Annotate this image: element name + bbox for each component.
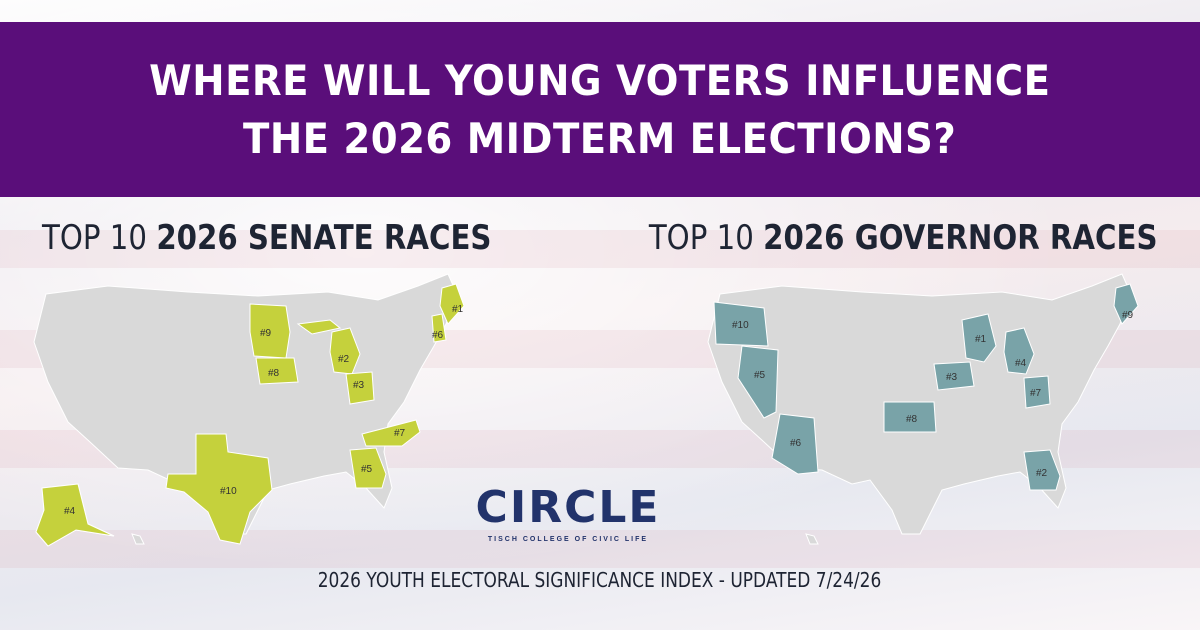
- circle-logo: CIRCLE TISCH COLLEGE OF CIVIC LIFE: [468, 484, 668, 554]
- title-banner: WHERE WILL YOUNG VOTERS INFLUENCE THE 20…: [0, 22, 1200, 197]
- senate-rank-label: #1: [452, 304, 464, 315]
- governor-rank-label: #4: [1015, 358, 1027, 369]
- senate-rank-label: #7: [394, 428, 406, 439]
- title-line-2: THE 2026 MIDTERM ELECTIONS?: [243, 113, 957, 163]
- hawaii-shape: [131, 533, 145, 545]
- senate-rank-label: #3: [353, 380, 365, 391]
- state-maine[interactable]: [439, 283, 465, 325]
- flag-stripe: [0, 530, 1200, 568]
- senate-rank-label: #4: [64, 506, 76, 517]
- senate-rank-label: #6: [432, 330, 444, 341]
- flag-stripe: [0, 230, 1200, 268]
- state-new-hampshire[interactable]: [431, 313, 447, 343]
- senate-rank-label: #5: [361, 464, 373, 475]
- governor-heading-prefix: TOP 10: [649, 218, 764, 258]
- state-kansas[interactable]: [883, 401, 937, 433]
- governor-rank-label: #10: [732, 320, 749, 331]
- governor-rank-label: #7: [1030, 388, 1042, 399]
- senate-map: #1 #2 #3 #4 #5 #6 #7 #8 #9 #10: [33, 273, 465, 547]
- logo-subtitle: TISCH COLLEGE OF CIVIC LIFE: [487, 536, 649, 543]
- state-iowa[interactable]: [933, 361, 975, 391]
- state-iowa[interactable]: [255, 357, 299, 385]
- state-north-carolina[interactable]: [361, 419, 421, 447]
- governor-rank-label: #1: [975, 334, 987, 345]
- governor-rank-label: #3: [946, 372, 958, 383]
- senate-rank-label: #9: [260, 328, 272, 339]
- state-nevada[interactable]: [737, 345, 779, 419]
- governor-heading: TOP 10 2026 GOVERNOR RACES: [649, 218, 1158, 258]
- senate-rank-label: #2: [338, 354, 350, 365]
- state-maine[interactable]: [1113, 283, 1139, 325]
- state-ohio[interactable]: [1023, 375, 1051, 409]
- footer-text: 2026 YOUTH ELECTORAL SIGNIFICANCE INDEX …: [318, 568, 882, 592]
- senate-rank-label: #10: [220, 486, 237, 497]
- state-georgia[interactable]: [349, 447, 387, 489]
- governor-rank-label: #9: [1122, 310, 1134, 321]
- state-michigan-up[interactable]: [296, 319, 342, 335]
- state-georgia[interactable]: [1023, 449, 1061, 491]
- title-line-1: WHERE WILL YOUNG VOTERS INFLUENCE: [149, 55, 1051, 105]
- state-ohio[interactable]: [345, 371, 375, 405]
- logo-wordmark: CIRCLE: [475, 482, 661, 533]
- state-alaska[interactable]: [35, 483, 115, 547]
- state-texas[interactable]: [165, 433, 273, 545]
- governor-map: #1 #2 #3 #4 #5 #6 #7 #8 #9 #10: [707, 273, 1139, 545]
- senate-heading: TOP 10 2026 SENATE RACES: [42, 218, 491, 258]
- governor-rank-label: #8: [906, 414, 918, 425]
- senate-rank-label: #8: [268, 368, 280, 379]
- state-wisconsin[interactable]: [961, 313, 997, 363]
- state-oregon[interactable]: [713, 301, 769, 347]
- governor-rank-label: #5: [754, 370, 766, 381]
- state-michigan[interactable]: [1003, 327, 1035, 375]
- footer-caption: 2026 YOUTH ELECTORAL SIGNIFICANCE INDEX …: [0, 568, 1200, 592]
- governor-heading-bold: 2026 GOVERNOR RACES: [763, 218, 1158, 258]
- governor-rank-label: #6: [790, 438, 802, 449]
- senate-heading-prefix: TOP 10: [42, 218, 157, 258]
- senate-heading-bold: 2026 SENATE RACES: [156, 218, 492, 258]
- state-arizona[interactable]: [771, 413, 819, 475]
- hawaii-shape: [805, 533, 819, 545]
- governor-rank-label: #2: [1036, 468, 1048, 479]
